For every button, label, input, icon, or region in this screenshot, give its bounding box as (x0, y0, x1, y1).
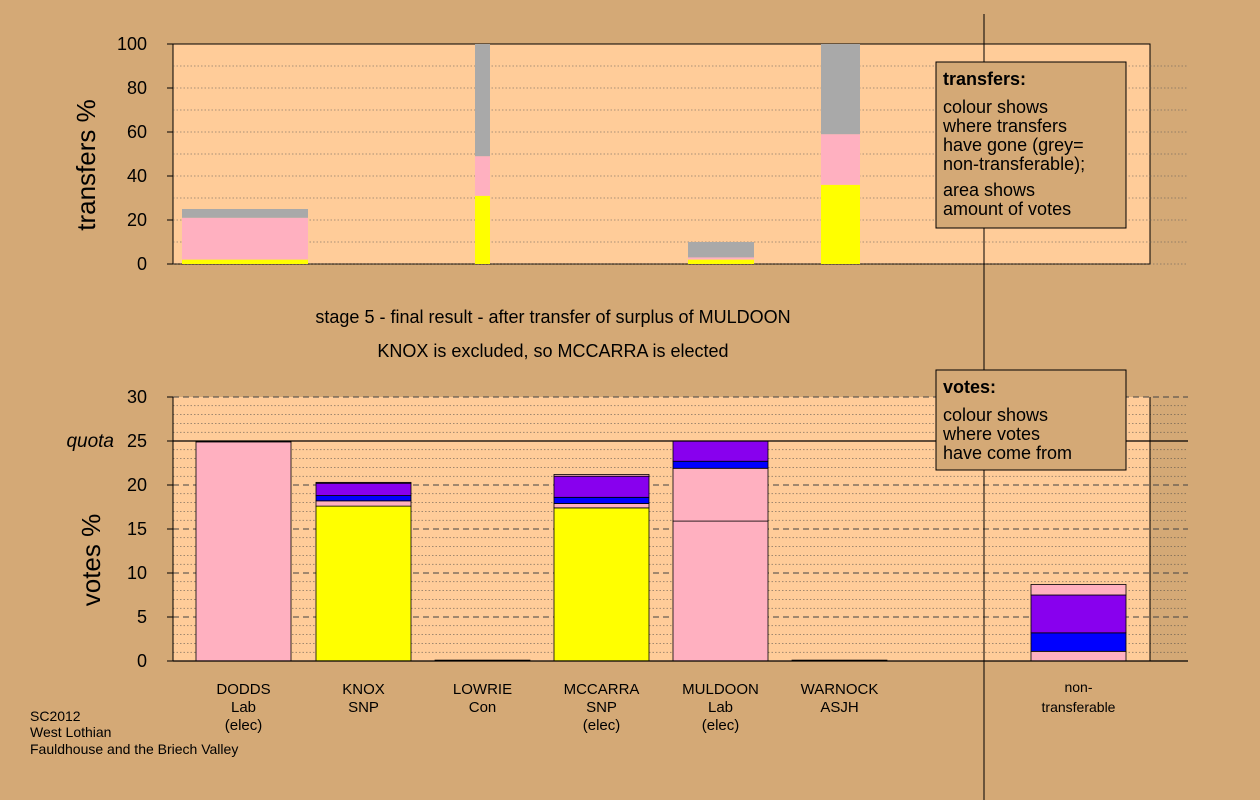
transfers-axis-label: transfers % (71, 99, 101, 231)
transfers-legend-box (935, 61, 1127, 229)
vote-bar-segment (553, 475, 650, 498)
transfer-bar-segment (688, 259, 754, 264)
transfer-bar-segment (688, 257, 754, 260)
transfers-tick-label: 0 (137, 254, 147, 274)
footer-council: West Lothian (30, 724, 111, 740)
nontransferable-label: transferable (1042, 699, 1116, 715)
vote-bar-segment (315, 481, 412, 484)
candidate-label: DODDS (216, 681, 270, 698)
transfer-bar-segment (821, 134, 860, 185)
votes-tick-label: 0 (137, 651, 147, 671)
votes-bars (195, 440, 1127, 662)
transfer-bar-segment (821, 44, 860, 135)
transfers-legend-line: colour shows (943, 97, 1048, 117)
vote-bar-segment (1030, 584, 1127, 596)
votes-tick-label: 10 (127, 563, 147, 583)
transfer-bar-segment (475, 44, 490, 157)
candidate-label: SNP (348, 699, 379, 716)
candidate-label: LOWRIE (453, 681, 512, 698)
transfers-legend-line: non-transferable); (943, 154, 1085, 174)
candidate-labels: DODDSLab(elec)KNOXSNPLOWRIEConMCCARRASNP… (216, 679, 1115, 734)
stage-subtitle: KNOX is excluded, so MCCARRA is elected (377, 341, 728, 361)
vote-bar-segment (553, 474, 650, 477)
transfers-legend-line: amount of votes (943, 199, 1071, 219)
transfer-bar-segment (182, 217, 308, 260)
vote-bar-segment (553, 503, 650, 509)
transfer-bar-segment (475, 195, 490, 264)
vote-bar-segment (315, 505, 412, 662)
vote-bar-segment (195, 441, 292, 662)
candidate-label: WARNOCK (801, 681, 879, 698)
votes-legend-line: colour shows (943, 405, 1048, 425)
vote-bar-segment (672, 520, 769, 662)
votes-y-ticks: 0 5 10 15 20 25 30 (127, 387, 173, 671)
vote-bar-segment (672, 460, 769, 469)
transfer-bar-segment (475, 156, 490, 196)
transfers-legend-title: transfers: (943, 69, 1026, 89)
transfers-legend-line: area shows (943, 180, 1035, 200)
transfers-legend: transfers: colour shows where transfers … (935, 61, 1127, 229)
candidate-label: (elec) (583, 717, 621, 734)
candidate-label: KNOX (342, 681, 385, 698)
transfer-bar-segment (821, 184, 860, 264)
transfers-gridlines (173, 65, 1188, 265)
votes-legend-line: have come from (943, 443, 1072, 463)
votes-legend: votes: colour shows where votes have com… (935, 369, 1127, 471)
transfer-bar-segment (688, 242, 754, 258)
candidate-label: Lab (708, 699, 733, 716)
vote-bar-segment (672, 440, 769, 462)
vote-bar-segment (1030, 650, 1127, 662)
votes-tick-label: 5 (137, 607, 147, 627)
transfers-tick-label: 20 (127, 210, 147, 230)
nontransferable-label: non- (1064, 679, 1092, 695)
votes-legend-title: votes: (943, 377, 996, 397)
candidate-label: (elec) (225, 717, 263, 734)
votes-axis-label: votes % (76, 514, 106, 607)
candidate-label: ASJH (820, 699, 858, 716)
transfers-bars (182, 44, 860, 264)
transfers-tick-label: 80 (127, 78, 147, 98)
candidate-label: Con (469, 699, 497, 716)
transfers-tick-label: 40 (127, 166, 147, 186)
votes-tick-label: 30 (127, 387, 147, 407)
vote-bar-segment (1030, 632, 1127, 652)
transfers-legend-line: where transfers (942, 116, 1067, 136)
vote-bar-segment (1030, 594, 1127, 634)
candidate-label: Lab (231, 699, 256, 716)
vote-bar-segment (553, 496, 650, 504)
transfer-bar-segment (182, 209, 308, 218)
transfers-tick-label: 60 (127, 122, 147, 142)
quota-label: quota (66, 431, 114, 452)
footer-year: SC2012 (30, 708, 81, 724)
candidate-label: SNP (586, 699, 617, 716)
votes-tick-label: 20 (127, 475, 147, 495)
votes-legend-line: where votes (942, 424, 1040, 444)
footer-ward: Fauldhouse and the Briech Valley (30, 741, 238, 757)
stage-title: stage 5 - final result - after transfer … (315, 307, 790, 327)
vote-bar-segment (315, 500, 412, 507)
candidate-label: MCCARRA (564, 681, 640, 698)
transfers-legend-line: have gone (grey= (943, 135, 1084, 155)
transfer-bar-segment (182, 259, 308, 264)
candidate-label: (elec) (702, 717, 740, 734)
transfers-tick-label: 100 (117, 34, 147, 54)
votes-tick-label: 25 (127, 431, 147, 451)
vote-bar-segment (315, 482, 412, 496)
candidate-label: MULDOON (682, 681, 759, 698)
transfers-y-ticks: 0 20 40 60 80 100 (117, 34, 173, 274)
vote-bar-segment (553, 507, 650, 662)
vote-bar-segment (672, 467, 769, 522)
votes-tick-label: 15 (127, 519, 147, 539)
vote-bar-segment (315, 495, 412, 502)
votes-legend-box (935, 369, 1127, 471)
